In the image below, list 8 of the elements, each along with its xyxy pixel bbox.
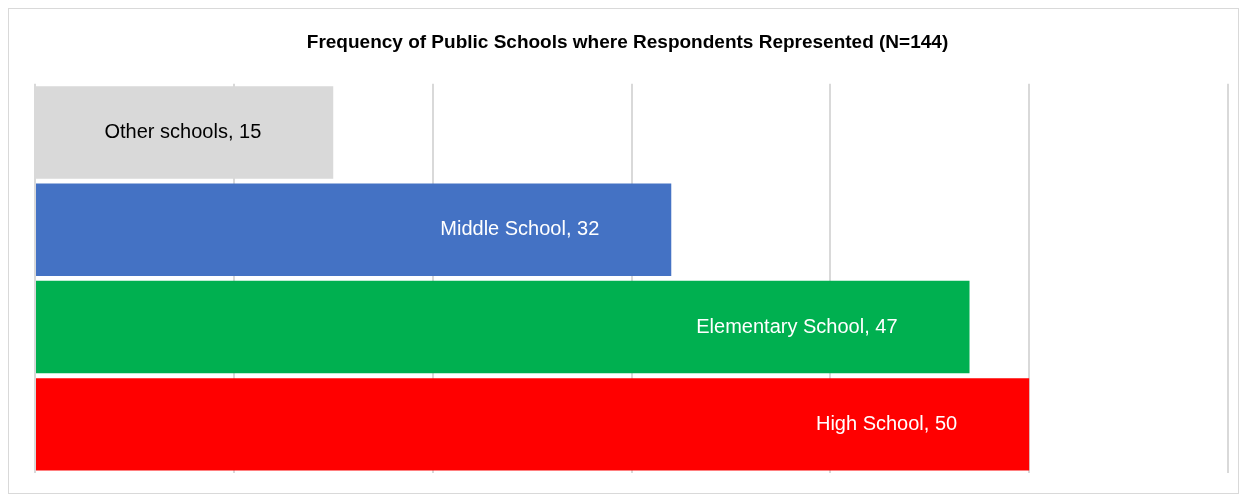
- data-label: High School, 50: [815, 411, 958, 434]
- bar: [36, 378, 1030, 471]
- data-label: Elementary School, 47: [696, 314, 898, 337]
- data-label: Middle School, 32: [440, 217, 600, 240]
- data-label: Other schools, 15: [104, 119, 262, 142]
- bar: [36, 280, 970, 374]
- bar: [36, 183, 672, 276]
- chart-title: Frequency of Public Schools where Respondents Represented (N=144): [306, 30, 949, 52]
